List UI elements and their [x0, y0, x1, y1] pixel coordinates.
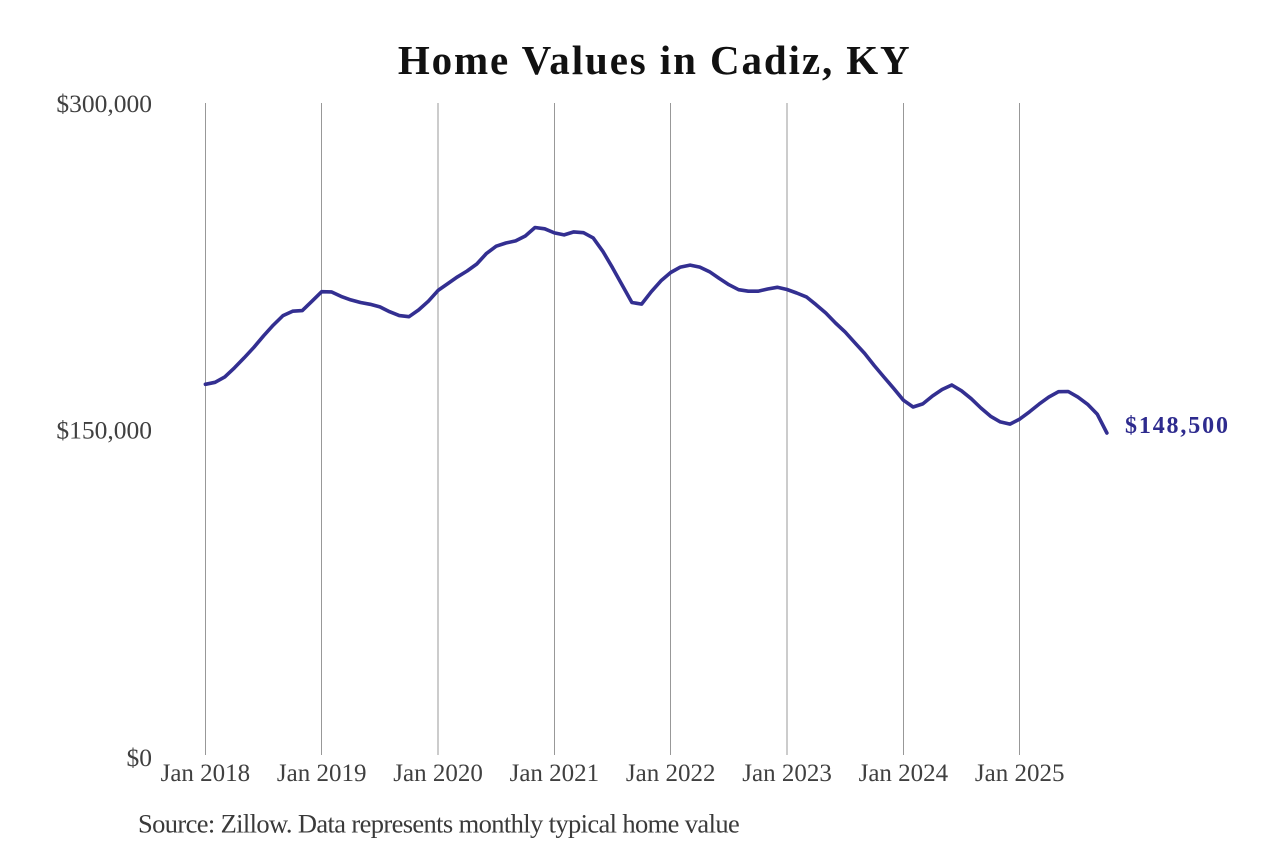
svg-text:$300,000: $300,000 [56, 89, 152, 118]
svg-text:Jan 2020: Jan 2020 [393, 760, 483, 787]
svg-text:Jan 2024: Jan 2024 [859, 760, 949, 787]
svg-text:Jan 2019: Jan 2019 [277, 760, 367, 787]
svg-text:$150,000: $150,000 [56, 416, 152, 445]
svg-text:$148,500: $148,500 [1125, 413, 1230, 439]
svg-text:Jan 2022: Jan 2022 [626, 760, 716, 787]
svg-text:Jan 2023: Jan 2023 [742, 760, 832, 787]
svg-text:Jan 2021: Jan 2021 [510, 760, 600, 787]
svg-text:$0: $0 [127, 743, 153, 772]
svg-text:Source: Zillow. Data represent: Source: Zillow. Data represents monthly … [138, 809, 739, 839]
svg-text:Home Values in Cadiz, KY: Home Values in Cadiz, KY [398, 37, 912, 83]
svg-text:Jan 2025: Jan 2025 [975, 760, 1065, 787]
svg-text:Jan 2018: Jan 2018 [161, 760, 251, 787]
